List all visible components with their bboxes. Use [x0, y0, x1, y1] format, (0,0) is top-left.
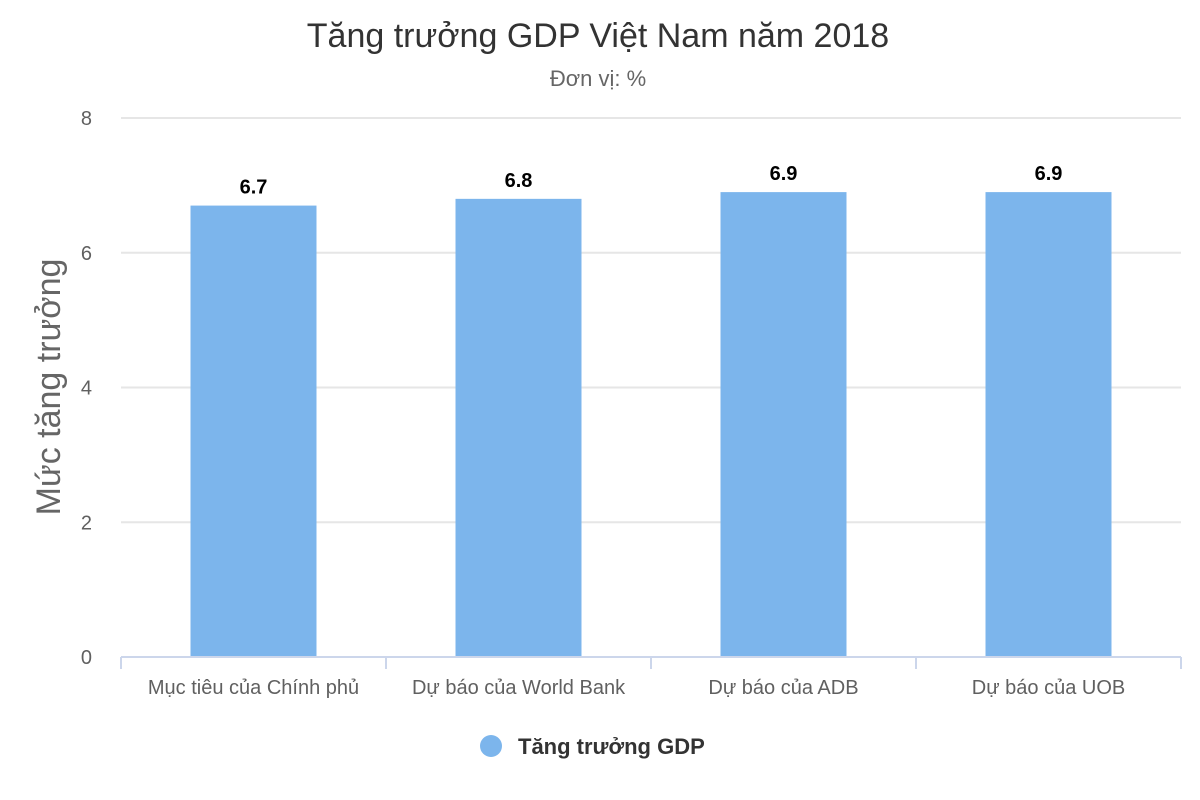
data-label: 6.7 — [240, 177, 268, 199]
data-label: 6.8 — [505, 170, 533, 192]
x-category-label: Dự báo của World Bank — [412, 677, 626, 699]
bar[interactable] — [455, 198, 582, 657]
y-axis-tick-labels: 0 2 4 6 8 — [81, 108, 92, 669]
x-category-label: Dự báo của ADB — [708, 677, 858, 699]
x-axis-category-labels: Mục tiêu của Chính phủ Dự báo của World B… — [148, 677, 1125, 699]
bar[interactable] — [190, 205, 317, 657]
x-category-label: Dự báo của UOB — [972, 677, 1125, 699]
y-axis-title: Mức tăng trưởng — [30, 259, 68, 516]
legend-marker — [480, 735, 502, 757]
y-tick-label: 6 — [81, 243, 92, 265]
chart-title: Tăng trưởng GDP Việt Nam năm 2018 — [307, 17, 889, 55]
bar[interactable] — [720, 192, 847, 658]
legend-label: Tăng trưởng GDP — [518, 734, 705, 759]
x-category-label: Mục tiêu của Chính phủ — [148, 677, 359, 699]
bar[interactable] — [985, 192, 1112, 658]
y-tick-label: 4 — [81, 378, 92, 400]
legend[interactable]: Tăng trưởng GDP — [480, 734, 705, 759]
x-axis — [120, 656, 1182, 669]
data-label: 6.9 — [1035, 163, 1063, 185]
data-label: 6.9 — [770, 163, 798, 185]
data-labels: 6.7 6.8 6.9 6.9 — [240, 163, 1063, 198]
y-tick-label: 8 — [81, 108, 92, 130]
y-tick-label: 2 — [81, 512, 92, 534]
y-tick-label: 0 — [81, 647, 92, 669]
chart-subtitle: Đơn vị: % — [550, 66, 646, 91]
bars — [190, 192, 1112, 658]
